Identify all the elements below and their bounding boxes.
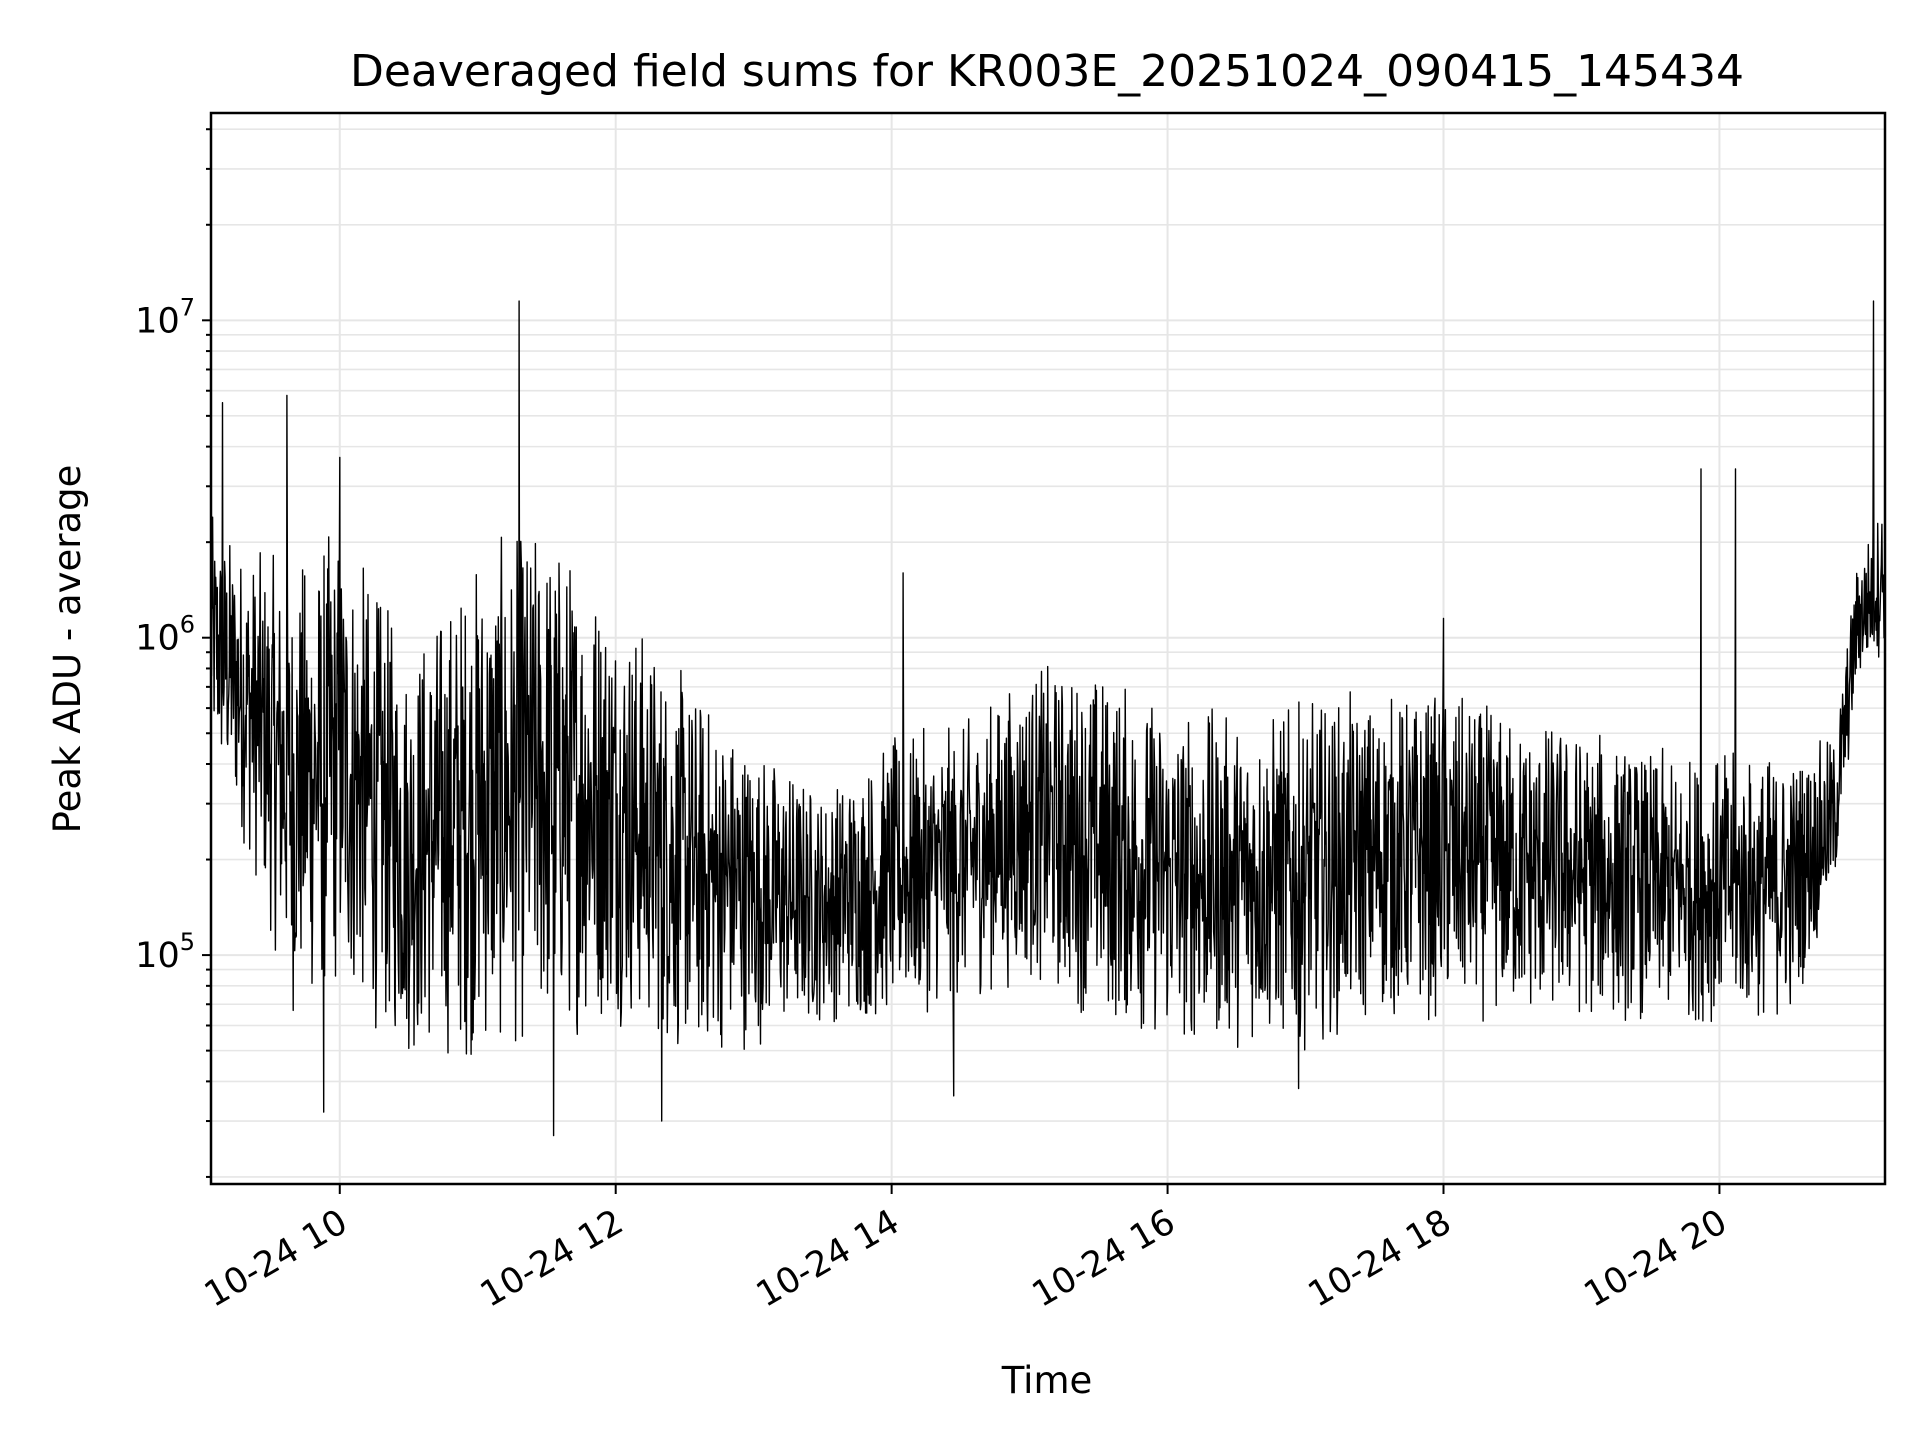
y-tick-label: 105 [135, 928, 195, 976]
y-axis: 105 106 107 [135, 128, 211, 1178]
y-tick-label: 107 [135, 293, 195, 341]
x-axis-label: Time [1001, 1359, 1093, 1402]
data-series [210, 300, 1886, 1137]
series-line [210, 300, 1886, 1137]
chart-title: Deaveraged field sums for KR003E_2025102… [350, 46, 1744, 97]
y-tick-label: 106 [135, 611, 195, 659]
plot-frame [209, 111, 1887, 1186]
y-axis-label: Peak ADU - average [46, 465, 89, 834]
